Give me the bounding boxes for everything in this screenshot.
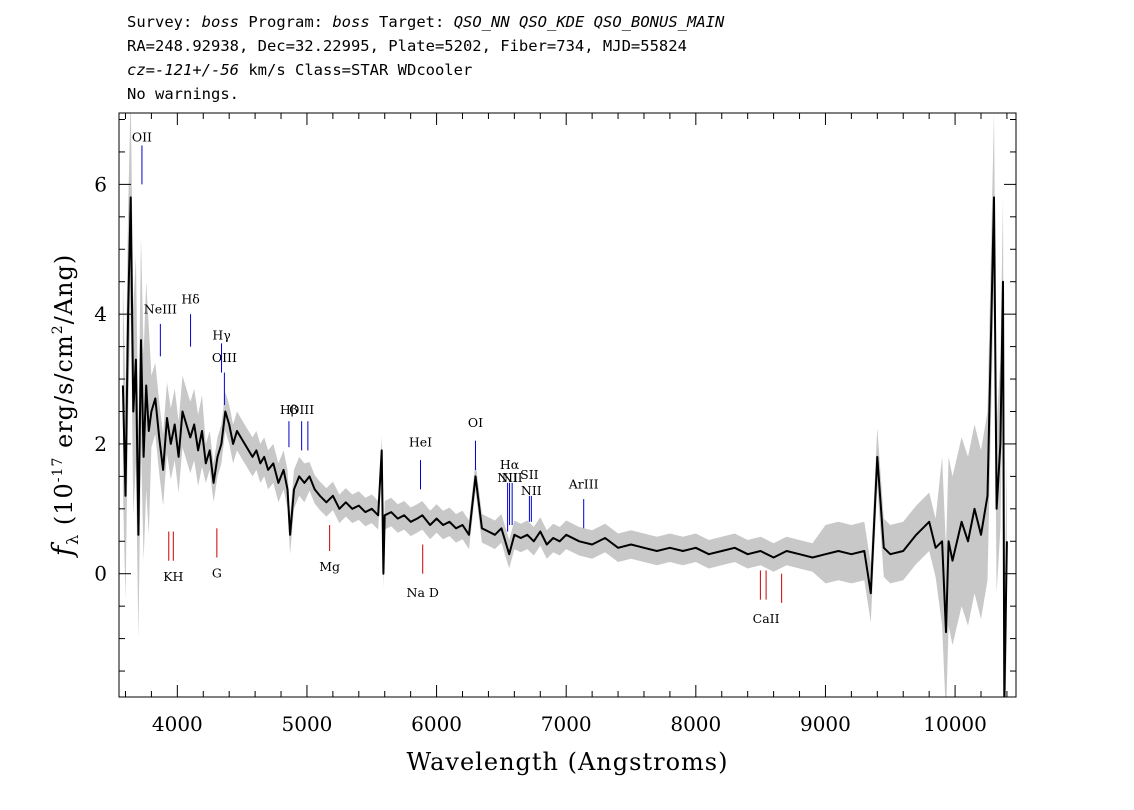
x-tick-label: 9000	[800, 712, 851, 736]
target-value: QSO_NN QSO_KDE QSO_BONUS_MAIN	[453, 13, 725, 31]
flux-series	[121, 196, 1008, 697]
emission-line-label: OII	[132, 129, 152, 144]
spectral-line-markers: OIINeIIIHδHγOIIIHβOIIIHeIOINIIHαNIISIINI…	[132, 129, 783, 626]
survey-value: boss	[201, 13, 239, 31]
plot-frame	[118, 112, 1017, 698]
x-tick-label: 8000	[670, 712, 721, 736]
x-tick-label: 4000	[152, 712, 203, 736]
y-tick-label: 4	[94, 302, 107, 326]
y-axis-title: fλ (10-17 erg/s/cm2/Ang)	[46, 254, 82, 558]
emission-line-label: Hδ	[181, 292, 199, 307]
x-tick-label: 6000	[411, 712, 462, 736]
x-tick-label: 7000	[541, 712, 592, 736]
y-tick-label: 6	[94, 172, 107, 196]
emission-line-label: ArIII	[568, 477, 599, 492]
emission-line-label: OIII	[212, 350, 237, 365]
emission-line-label: Hβ	[280, 402, 298, 417]
cz-label: cz=	[127, 61, 155, 79]
warnings-line: No warnings.	[127, 85, 239, 103]
x-tick-label: 5000	[282, 712, 333, 736]
absorption-line-label: CaII	[753, 611, 780, 626]
emission-line-label: Hγ	[212, 327, 230, 342]
absorption-line-label: G	[212, 566, 222, 581]
x-axis-title: Wavelength (Angstroms)	[407, 748, 729, 776]
program-value: boss	[332, 13, 370, 31]
error-band	[122, 113, 1007, 697]
program-label: Program:	[248, 13, 323, 31]
emission-line-label: OI	[468, 415, 483, 430]
absorption-line-label: Na D	[407, 585, 439, 600]
error-band-area	[122, 113, 1007, 697]
cz-value: -121+/-56	[155, 61, 239, 79]
emission-line-label: Hα	[500, 457, 520, 472]
y-tick-label: 2	[94, 432, 107, 456]
absorption-line-label: Mg	[319, 559, 340, 574]
absorption-line-label: KH	[163, 569, 183, 584]
emission-line-label: NII	[497, 470, 518, 485]
x-tick-label: 10000	[923, 712, 987, 736]
emission-line-label: NeIII	[144, 301, 177, 316]
survey-info-line: Survey: boss Program: boss Target: QSO_N…	[127, 10, 724, 34]
redshift-class-line: cz=-121+/-56 km/s Class=STAR WDcooler	[127, 58, 724, 82]
axis-ticks: 4000 5000 6000 7000 8000 9000 10000 0 2 4 6	[94, 113, 1016, 736]
coordinates-line: RA=248.92938, Dec=32.22995, Plate=5202, …	[127, 37, 687, 55]
emission-line-label: NII	[502, 470, 523, 485]
survey-label: Survey:	[127, 13, 193, 31]
y-tick-label: 0	[94, 562, 107, 586]
target-label: Target:	[379, 13, 445, 31]
spectrum-header: Survey: boss Program: boss Target: QSO_N…	[127, 10, 724, 106]
emission-line-label: NII	[521, 483, 542, 498]
class-text: km/s Class=STAR WDcooler	[248, 61, 473, 79]
emission-line-label: OIII	[289, 402, 314, 417]
emission-line-label: HeI	[409, 434, 432, 449]
flux-line	[121, 196, 1008, 697]
emission-line-label: SII	[520, 467, 539, 482]
